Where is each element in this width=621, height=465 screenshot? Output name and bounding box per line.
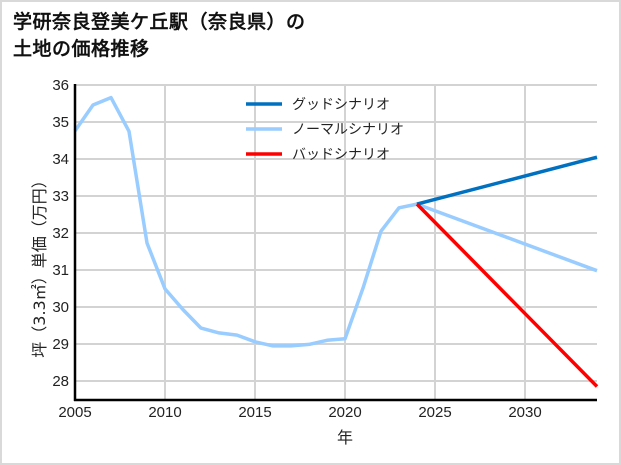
- x-tick-label: 2010: [148, 404, 181, 421]
- series-line: [416, 155, 598, 206]
- legend-label: グッドシナリオ: [292, 97, 390, 113]
- legend-label: バッドシナリオ: [292, 147, 390, 163]
- y-tick-label: 30: [52, 299, 69, 316]
- x-tick-label: 2020: [328, 404, 361, 421]
- y-tick-label: 28: [52, 373, 69, 390]
- y-tick-label: 33: [52, 188, 69, 205]
- legend-label: ノーマルシナリオ: [292, 122, 404, 138]
- y-axis-label: 坪（3.3㎡）単価（万円）: [30, 172, 49, 357]
- chart-title-line-2: 土地の価格推移: [13, 38, 150, 60]
- x-tick-label: 2030: [508, 404, 541, 421]
- y-tick-label: 34: [52, 151, 69, 168]
- y-tick-label: 29: [52, 336, 69, 353]
- series-line: [415, 202, 599, 388]
- x-axis-label: 年: [337, 428, 353, 447]
- y-tick-label: 35: [52, 114, 69, 131]
- y-tick-label: 36: [52, 77, 69, 94]
- chart-title: 学研奈良登美ケ丘駅（奈良県）の 土地の価格推移: [13, 9, 306, 63]
- y-tick-label: 32: [52, 225, 69, 242]
- x-tick-label: 2005: [58, 404, 91, 421]
- y-tick-label: 31: [52, 262, 69, 279]
- x-tick-label: 2015: [238, 404, 271, 421]
- x-tick-label: 2025: [418, 404, 451, 421]
- chart-title-line-1: 学研奈良登美ケ丘駅（奈良県）の: [13, 11, 306, 33]
- series-line: [73, 95, 598, 348]
